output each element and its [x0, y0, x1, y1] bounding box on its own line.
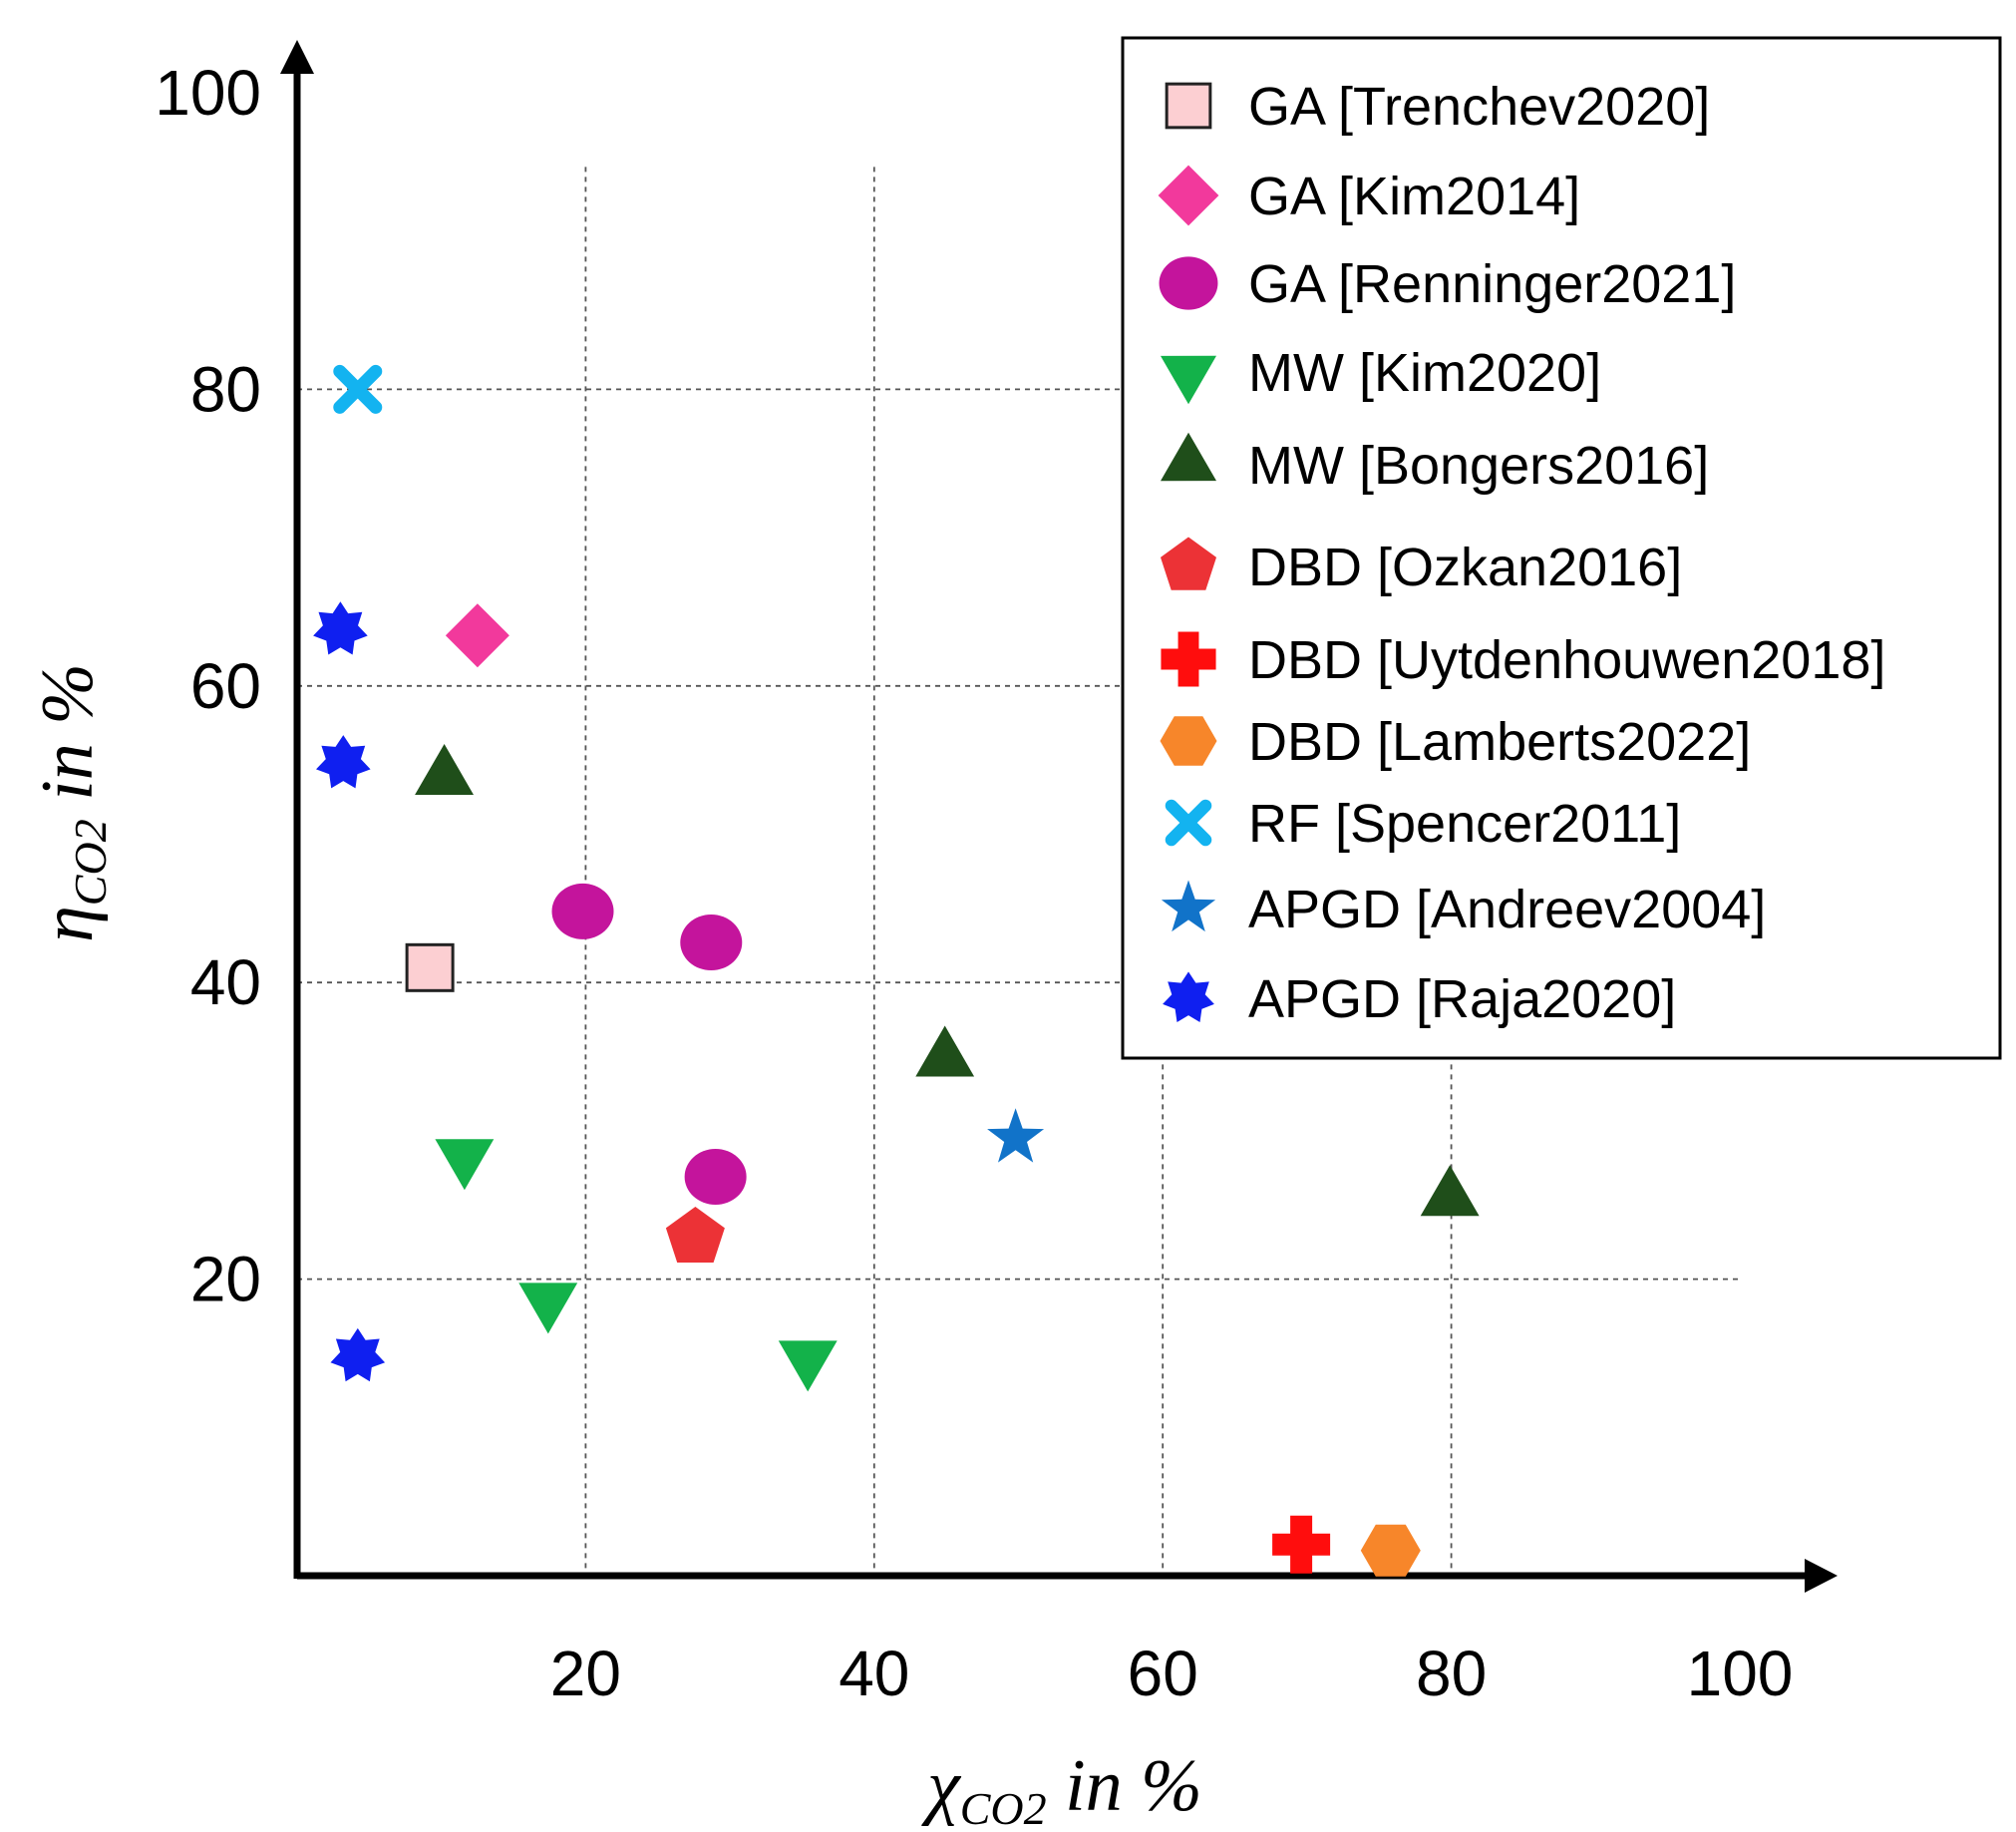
legend-label-dbd-lamberts2022: DBD [Lamberts2022]	[1248, 712, 1751, 772]
legend-marker-mw-kim2020	[1161, 355, 1216, 405]
x-tick-labels: 20 40 60 80 100	[550, 1638, 1794, 1709]
legend-label-dbd-ozkan2016: DBD [Ozkan2016]	[1248, 538, 1682, 597]
point-mw-bongers2016-3	[1420, 1165, 1480, 1217]
legend-label-ga-trenchev2020: GA [Trenchev2020]	[1248, 77, 1710, 137]
legend-marker-ga-trenchev2020	[1165, 82, 1212, 130]
legend-marker-apgd-andreev2004	[1161, 880, 1216, 932]
legend-label-ga-kim2014: GA [Kim2014]	[1248, 167, 1580, 226]
x-tick-label-80: 80	[1416, 1638, 1487, 1709]
point-mw-kim2020-1	[435, 1139, 495, 1191]
legend-marker-rf-spencer2011	[1165, 799, 1212, 847]
legend-marker-mw-bongers2016	[1161, 432, 1216, 482]
x-axis-title: χCO2 in %	[921, 1745, 1202, 1832]
x-tick-label-20: 20	[550, 1638, 621, 1709]
y-tick-label-40: 40	[190, 946, 261, 1018]
point-dbd-ozkan2016-1	[665, 1207, 725, 1263]
legend-marker-ga-kim2014	[1158, 165, 1219, 226]
y-axis-title-symbol: η	[27, 906, 109, 942]
point-dbd-uytdenhouwen2018-1	[1272, 1515, 1331, 1574]
legend-label-dbd-uytdenhouwen2018: DBD [Uytdenhouwen2018]	[1248, 630, 1885, 690]
point-rf-spencer2011-1	[333, 364, 383, 414]
y-axis-arrow	[280, 40, 314, 74]
y-tick-label-60: 60	[190, 650, 261, 722]
point-ga-renninger2021-3	[684, 1148, 747, 1205]
legend: GA [Trenchev2020] GA [Kim2014] GA [Renning…	[1121, 36, 2002, 1060]
y-tick-label-80: 80	[190, 353, 261, 425]
y-tick-label-20: 20	[190, 1244, 261, 1315]
x-axis-title-suffix: in %	[1047, 1745, 1202, 1827]
point-mw-bongers2016-1	[415, 744, 474, 795]
y-tick-label-100: 100	[155, 57, 261, 129]
legend-label-apgd-andreev2004: APGD [Andreev2004]	[1248, 880, 1766, 939]
y-axis-title-suffix: in %	[27, 663, 109, 819]
legend-label-mw-kim2020: MW [Kim2020]	[1248, 343, 1601, 403]
grid	[297, 167, 1740, 1576]
x-axis-title-symbol: χ	[921, 1745, 962, 1827]
legend-marker-dbd-uytdenhouwen2018	[1161, 631, 1216, 687]
legend-label-rf-spencer2011: RF [Spencer2011]	[1248, 794, 1681, 854]
point-ga-renninger2021-2	[680, 915, 743, 971]
point-dbd-lamberts2022-1	[1360, 1524, 1421, 1577]
point-mw-kim2020-3	[778, 1340, 838, 1392]
y-axis-title-subscript: CO2	[65, 819, 116, 906]
data-points	[313, 364, 1480, 1577]
point-mw-kim2020-2	[518, 1282, 578, 1334]
legend-marker-apgd-raja2020	[1163, 971, 1214, 1022]
legend-label-apgd-raja2020: APGD [Raja2020]	[1248, 969, 1676, 1029]
point-apgd-raja2020-1	[313, 601, 368, 655]
x-tick-label-100: 100	[1687, 1638, 1794, 1709]
point-mw-bongers2016-2	[915, 1025, 975, 1077]
point-apgd-raja2020-3	[330, 1327, 386, 1382]
axes	[280, 40, 1838, 1593]
point-ga-trenchev2020-1	[405, 942, 455, 992]
y-axis-title: ηCO2 in %	[27, 663, 116, 942]
point-apgd-andreev2004-1	[987, 1108, 1045, 1163]
legend-marker-ga-renninger2021	[1159, 256, 1218, 310]
legend-label-mw-bongers2016: MW [Bongers2016]	[1248, 436, 1709, 496]
y-tick-labels: 20 40 60 80 100	[155, 57, 261, 1315]
legend-marker-dbd-lamberts2022	[1160, 716, 1217, 766]
point-ga-kim2014-1	[445, 603, 509, 668]
x-tick-label-60: 60	[1128, 1638, 1198, 1709]
x-tick-label-40: 40	[839, 1638, 909, 1709]
legend-box	[1121, 36, 2002, 1060]
legend-marker-dbd-ozkan2016	[1161, 537, 1216, 590]
point-apgd-raja2020-2	[316, 735, 371, 789]
x-axis-arrow	[1805, 1559, 1838, 1593]
point-ga-renninger2021-1	[551, 883, 614, 939]
legend-label-ga-renninger2021: GA [Renninger2021]	[1248, 254, 1736, 314]
x-axis-title-subscript: CO2	[960, 1783, 1047, 1832]
